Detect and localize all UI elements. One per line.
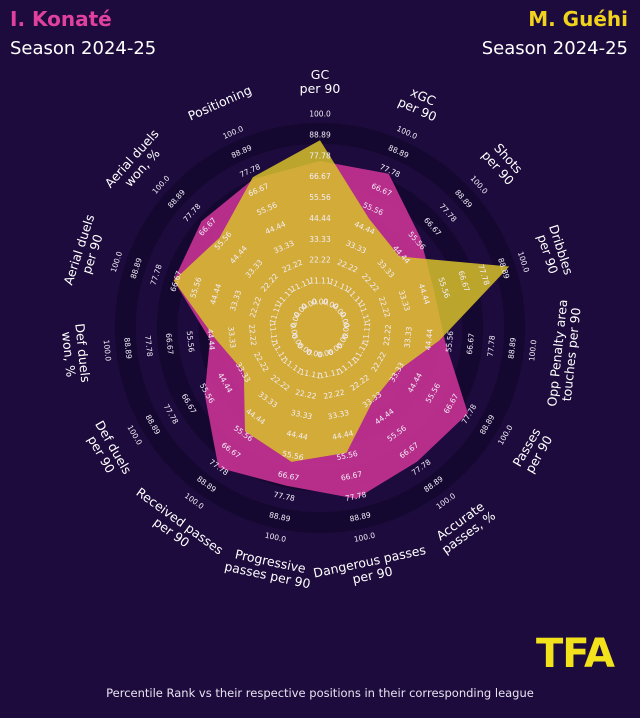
right-player-season: Season 2024-25 [481, 38, 628, 59]
radar-tick-label: 100.0 [264, 531, 287, 544]
radar-tick-label: 77.78 [273, 490, 296, 503]
left-player-name: I. Konaté [10, 7, 112, 31]
radar-tick-label: 100.0 [309, 110, 331, 119]
radar-tick-label: 33.33 [290, 408, 313, 421]
radar-tick-label: 33.33 [327, 408, 350, 421]
radar-tick-label: 55.56 [185, 330, 196, 353]
radar-tick-label: 44.44 [309, 214, 331, 223]
radar-tick-label: 11.11 [299, 367, 322, 380]
radar-category-label: Passesper 90 [510, 425, 556, 476]
radar-tick-label: 66.67 [465, 332, 476, 355]
radar-tick-label: 22.22 [247, 324, 258, 347]
radar-tick-label: 44.44 [205, 328, 216, 351]
radar-tick-label: 66.67 [277, 469, 300, 482]
radar-tick-label: 77.78 [344, 490, 367, 503]
radar-tick-label: 88.89 [349, 510, 372, 523]
radar-tick-label: 22.22 [309, 256, 331, 265]
radar-tick-label: 88.89 [122, 337, 133, 360]
radar-tick-label: 66.67 [340, 469, 363, 482]
radar-tick-label: 33.33 [309, 235, 331, 244]
radar-tick-label: 44.44 [423, 328, 434, 351]
radar-tick-label: 0.00 [341, 322, 352, 340]
radar-tick-label: 0.00 [316, 347, 334, 359]
chart-footnote: Percentile Rank vs their respective posi… [106, 686, 534, 700]
tfa-logo: TFA [536, 631, 615, 677]
left-player-season: Season 2024-25 [10, 38, 157, 59]
radar-tick-label: 88.89 [507, 337, 518, 360]
radar-tick-label: 55.56 [281, 449, 304, 462]
radar-tick-label: 55.56 [336, 449, 359, 462]
radar-tick-label: 44.44 [286, 429, 309, 442]
radar-tick-label: 100.0 [102, 339, 113, 362]
radar-category-label: Def duelswon, % [58, 323, 93, 385]
radar-category-label: Opp Penalty areatouches per 90 [544, 299, 584, 409]
radar-tick-label: 11.11 [318, 367, 341, 380]
radar-tick-label: 100.0 [353, 531, 376, 544]
radar-series-guehi [173, 140, 510, 462]
right-player-name: M. Guéhi [528, 7, 628, 31]
radar-tick-label: 0.00 [305, 347, 323, 359]
radar-tick-label: 0.00 [312, 298, 329, 307]
radar-tick-label: 66.67 [164, 333, 175, 356]
radar-tick-label: 22.22 [294, 388, 317, 401]
left-player-header: I. Konaté Season 2024-25 [10, 6, 156, 64]
radar-tick-label: 66.67 [309, 172, 331, 181]
radar-tick-label: 55.56 [309, 193, 331, 202]
radar-tick-label: 77.78 [309, 151, 331, 160]
radar-tick-label: 88.89 [268, 510, 291, 523]
radar-tick-label: 55.56 [444, 330, 455, 353]
radar-tick-label: 11.11 [268, 322, 279, 345]
radar-tick-label: 77.78 [143, 335, 154, 358]
radar-tick-label: 44.44 [331, 429, 354, 442]
radar-tick-label: 88.89 [309, 130, 331, 139]
radar-tick-label: 77.78 [486, 335, 497, 358]
radar-tick-label: 22.22 [382, 324, 393, 347]
radar-tick-label: 22.22 [323, 388, 346, 401]
radar-category-label: Dribblesper 90 [533, 223, 577, 281]
right-player-header: M. Guéhi Season 2024-25 [482, 6, 628, 64]
radar-tick-label: 11.11 [361, 322, 372, 345]
radar-tick-label: 33.33 [403, 326, 414, 349]
radar-polygons [173, 140, 510, 499]
radar-tick-label: 33.33 [226, 326, 237, 349]
radar-tick-label: 11.11 [309, 277, 331, 286]
radar-tick-label: 0.00 [289, 322, 300, 340]
radar-category-label: GC per 90 [300, 67, 341, 96]
radar-tick-label: 100.0 [527, 339, 538, 362]
